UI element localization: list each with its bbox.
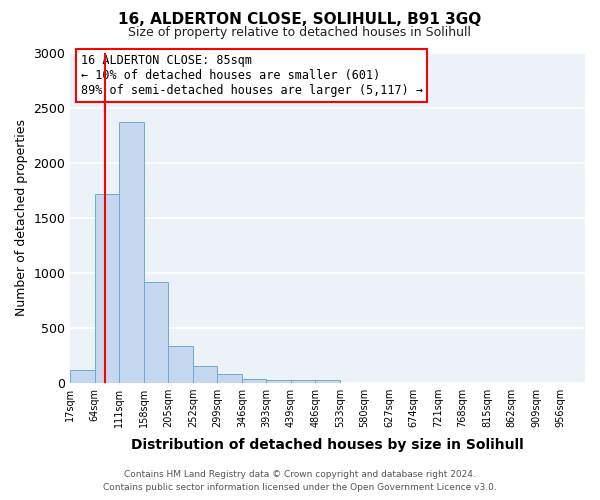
Bar bbox=[144, 282, 169, 383]
Bar bbox=[95, 194, 119, 383]
Bar bbox=[316, 380, 340, 383]
Text: Size of property relative to detached houses in Solihull: Size of property relative to detached ho… bbox=[128, 26, 472, 39]
Y-axis label: Number of detached properties: Number of detached properties bbox=[15, 120, 28, 316]
Text: 16 ALDERTON CLOSE: 85sqm
← 10% of detached houses are smaller (601)
89% of semi-: 16 ALDERTON CLOSE: 85sqm ← 10% of detach… bbox=[80, 54, 422, 97]
Text: 16, ALDERTON CLOSE, SOLIHULL, B91 3GQ: 16, ALDERTON CLOSE, SOLIHULL, B91 3GQ bbox=[118, 12, 482, 28]
Bar bbox=[266, 380, 291, 383]
Bar bbox=[70, 370, 95, 383]
Text: Contains HM Land Registry data © Crown copyright and database right 2024.
Contai: Contains HM Land Registry data © Crown c… bbox=[103, 470, 497, 492]
Bar bbox=[169, 346, 193, 383]
Bar bbox=[119, 122, 144, 383]
Bar bbox=[217, 374, 242, 383]
Bar bbox=[193, 366, 217, 383]
Bar bbox=[291, 380, 316, 383]
X-axis label: Distribution of detached houses by size in Solihull: Distribution of detached houses by size … bbox=[131, 438, 524, 452]
Bar bbox=[242, 378, 266, 383]
